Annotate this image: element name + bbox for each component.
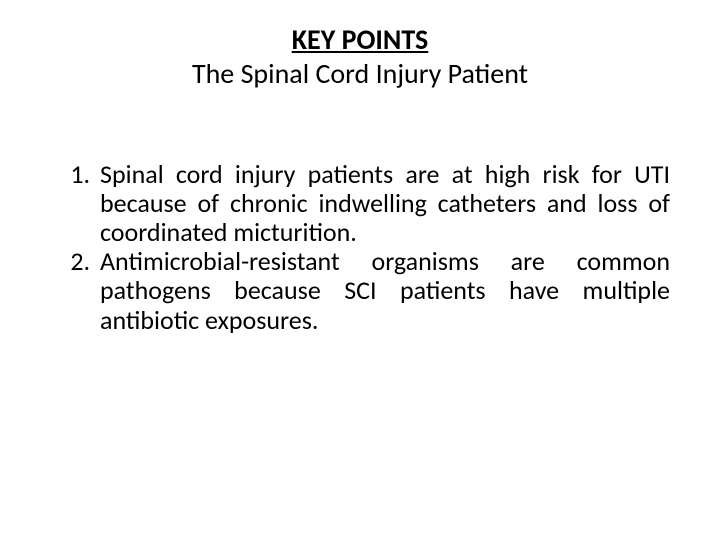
title-sub: The Spinal Cord Injury Patient [0, 58, 720, 90]
points-list: Spinal cord injury patients are at high … [50, 160, 670, 335]
slide: KEY POINTS The Spinal Cord Injury Patien… [0, 0, 720, 540]
list-item: Antimicrobial-resistant organisms are co… [96, 247, 670, 334]
list-item: Spinal cord injury patients are at high … [96, 160, 670, 247]
title-block: KEY POINTS The Spinal Cord Injury Patien… [0, 24, 720, 90]
title-main: KEY POINTS [0, 24, 720, 56]
body-block: Spinal cord injury patients are at high … [50, 160, 670, 335]
